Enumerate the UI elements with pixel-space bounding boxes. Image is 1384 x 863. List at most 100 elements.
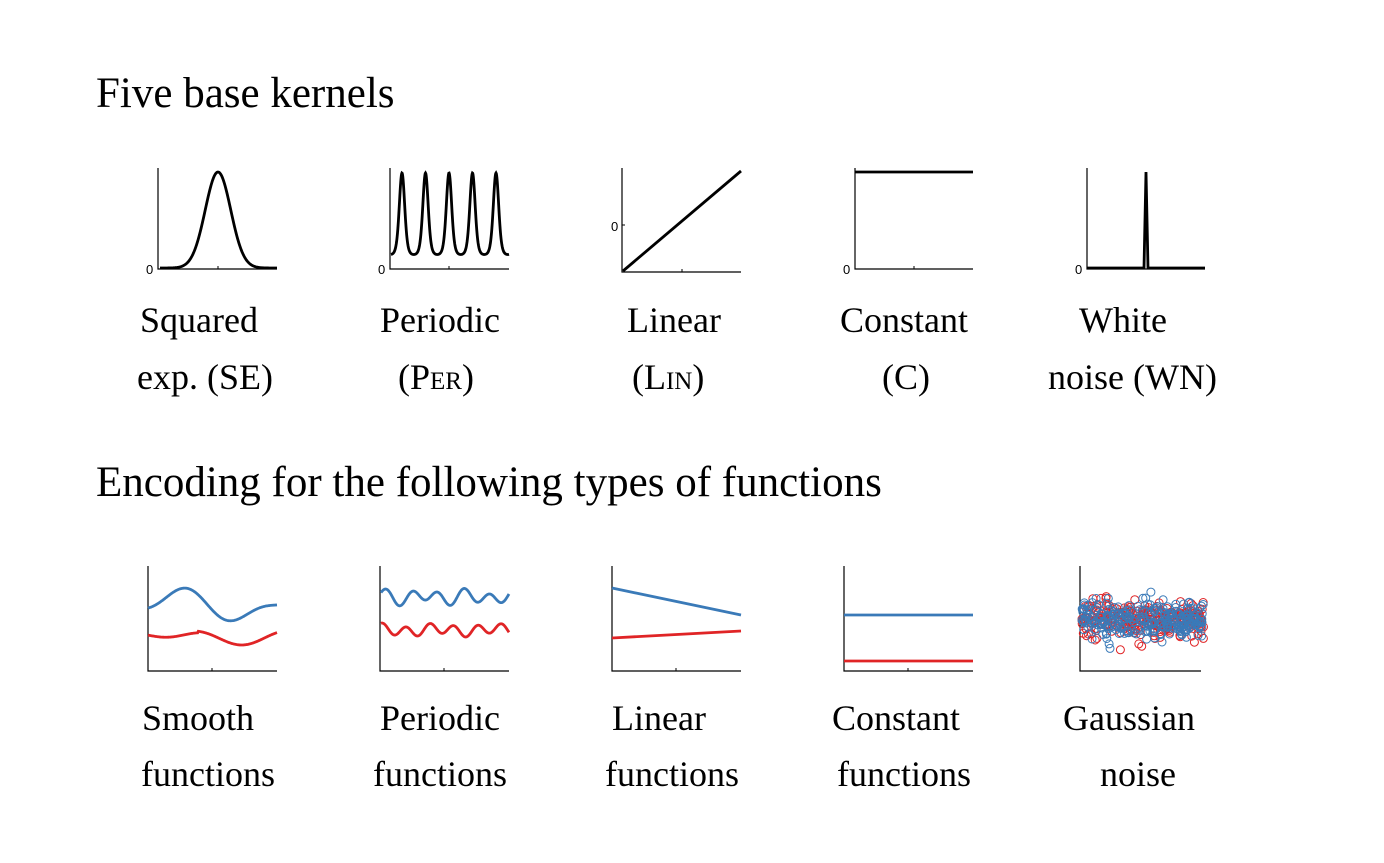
label-smooth-line1: Smooth	[142, 698, 255, 738]
se-kernel-curve	[160, 170, 277, 270]
noise-point	[1146, 587, 1156, 597]
noise-point	[1138, 613, 1148, 622]
axis-lin	[621, 168, 741, 273]
label-per-line1: Periodic	[380, 300, 500, 340]
axis-linear	[611, 566, 741, 672]
noise-point	[1115, 645, 1125, 655]
axis-periodic	[379, 566, 509, 672]
label-c-line1: Constant	[840, 300, 969, 340]
noise-point	[1172, 609, 1182, 619]
noise-point	[1143, 599, 1153, 609]
noise-point	[1171, 599, 1181, 609]
noise-point	[1145, 626, 1155, 636]
lin-kernel-line	[622, 169, 742, 273]
periodic-red-series	[380, 621, 511, 639]
noise-point	[1162, 622, 1172, 632]
noise-point	[1178, 622, 1188, 632]
plot-per: 0	[378, 168, 510, 277]
noise-point	[1088, 594, 1098, 604]
zero-tick-lin: 0	[611, 219, 618, 234]
wn-kernel-spike	[1087, 171, 1205, 270]
noise-point	[1156, 630, 1166, 639]
noise-point	[1174, 621, 1184, 631]
noise-point	[1104, 604, 1114, 614]
noise-point	[1163, 609, 1173, 619]
noise-point	[1114, 629, 1124, 638]
plot-linear	[611, 566, 742, 672]
noise-point	[1195, 604, 1205, 614]
label-constant-line2: functions	[837, 754, 971, 794]
noise-point	[1196, 601, 1206, 611]
noise-point	[1176, 627, 1186, 636]
noise-point	[1143, 621, 1153, 631]
noise-point	[1098, 617, 1108, 627]
noise-point	[1165, 629, 1174, 639]
label-se-line2: exp. (SE)	[137, 357, 273, 397]
noise-point	[1186, 603, 1196, 613]
label-gaussian-line1: Gaussian	[1063, 698, 1195, 738]
noise-point	[1187, 631, 1197, 641]
label-gaussian-line2: noise	[1100, 754, 1176, 794]
plot-constant	[843, 566, 973, 672]
smooth-red-series	[147, 629, 278, 647]
noise-point	[1091, 594, 1101, 603]
label-wn-line2: noise (WN)	[1048, 357, 1217, 397]
noise-point	[1087, 634, 1097, 644]
noise-point	[1102, 634, 1112, 643]
noise-point	[1104, 613, 1114, 623]
noise-point	[1134, 639, 1144, 649]
linear-red-series	[611, 629, 742, 640]
noise-point	[1189, 637, 1199, 647]
axis-c	[854, 168, 973, 270]
zero-tick-se: 0	[146, 262, 153, 277]
noise-point	[1116, 624, 1126, 633]
noise-point	[1133, 601, 1143, 611]
noise-point	[1109, 603, 1119, 612]
noise-point	[1096, 609, 1106, 618]
label-per-line2: (Per)	[398, 357, 474, 397]
noise-point	[1141, 593, 1151, 603]
noise-point	[1132, 624, 1142, 634]
axis-se	[157, 168, 277, 270]
noise-point	[1157, 637, 1167, 647]
noise-point	[1080, 615, 1090, 625]
plot-lin: 0	[611, 168, 742, 273]
noise-point	[1131, 629, 1141, 639]
noise-point	[1113, 610, 1122, 620]
noise-point	[1150, 624, 1159, 633]
plot-periodic	[379, 566, 511, 672]
label-periodic-line2: functions	[373, 754, 507, 794]
noise-point	[1158, 595, 1168, 605]
periodic-blue-series	[379, 587, 511, 608]
noise-point	[1150, 603, 1159, 613]
heading-encoding: Encoding for the following types of func…	[96, 459, 882, 506]
noise-point	[1102, 598, 1112, 608]
noise-point	[1124, 601, 1134, 611]
noise-point	[1184, 597, 1194, 607]
noise-point	[1181, 610, 1191, 620]
noise-point	[1103, 593, 1113, 603]
label-se-line1: Squared	[140, 300, 258, 340]
noise-point	[1181, 632, 1191, 642]
noise-point	[1111, 621, 1121, 631]
label-lin-line1: Linear	[627, 300, 721, 340]
plot-c: 0	[843, 168, 973, 277]
plot-se: 0	[146, 168, 277, 277]
noise-point	[1124, 614, 1134, 624]
noise-point	[1138, 593, 1148, 603]
noise-point	[1079, 604, 1089, 614]
noise-point	[1194, 621, 1204, 631]
noise-point	[1192, 619, 1202, 629]
label-wn-line1: White	[1079, 300, 1167, 340]
noise-point	[1158, 604, 1168, 614]
noise-point	[1136, 614, 1146, 624]
noise-point	[1142, 634, 1152, 644]
label-periodic-line1: Periodic	[380, 698, 500, 738]
axis-gaussian	[1079, 566, 1201, 672]
zero-tick-c: 0	[843, 262, 850, 277]
plot-gaussian	[1077, 566, 1208, 672]
axis-per	[389, 168, 509, 270]
label-constant-line1: Constant	[832, 698, 961, 738]
noise-point	[1129, 627, 1139, 637]
